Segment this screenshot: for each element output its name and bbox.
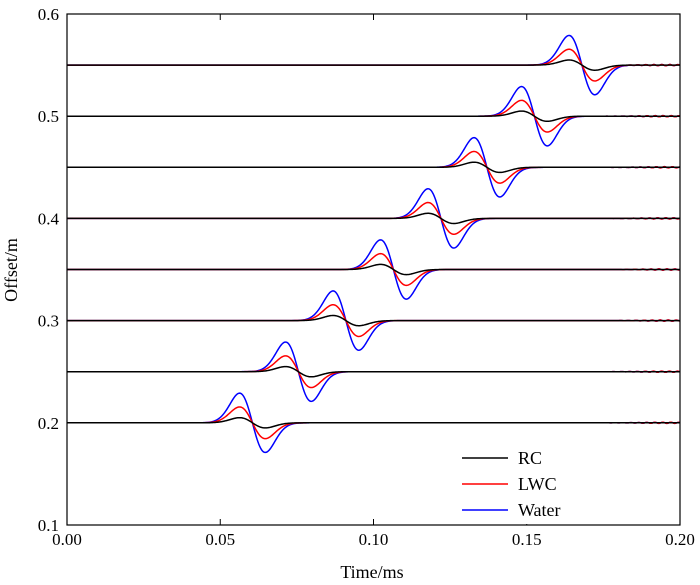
legend: RC LWC Water	[455, 440, 677, 524]
legend-label-water: Water	[518, 500, 561, 520]
y-axis-label: Offset/m	[1, 238, 21, 302]
trace-0.2	[67, 392, 681, 454]
y-tick-label: 0.6	[38, 5, 59, 24]
trace-0.35	[67, 239, 681, 300]
ticks-layer: 0.00 0.05 0.10 0.15 0.20 0.1 0.2 0.3 0.4 0.5 0.6	[38, 5, 695, 549]
x-tick-label: 0.05	[205, 530, 235, 549]
y-tick-label: 0.4	[38, 209, 60, 228]
series-line-rc-0.25	[67, 365, 680, 378]
y-tick-label: 0.5	[38, 107, 59, 126]
x-tick-label: 0.20	[665, 530, 695, 549]
series-line-rc-0.35	[67, 263, 680, 276]
trace-0.55	[67, 34, 681, 96]
legend-box	[455, 440, 677, 524]
trace-0.45	[67, 136, 681, 198]
y-tick-label: 0.1	[38, 516, 59, 535]
x-tick-label: 0.00	[52, 530, 82, 549]
x-axis-label: Time/ms	[340, 562, 403, 582]
series-line-rc-0.5	[67, 110, 680, 123]
trace-0.3	[67, 290, 681, 352]
y-tick-label: 0.2	[38, 414, 59, 433]
x-tick-label: 0.10	[359, 530, 389, 549]
y-tick-label: 0.3	[38, 312, 59, 331]
series-line-rc-0.2	[67, 416, 680, 429]
series-line-rc-0.55	[67, 59, 680, 71]
traces-layer	[67, 34, 681, 454]
trace-0.5	[67, 85, 681, 147]
series-line-rc-0.4	[67, 212, 680, 225]
trace-0.4	[67, 187, 681, 249]
series-line-rc-0.45	[67, 161, 680, 174]
x-tick-label: 0.15	[512, 530, 542, 549]
legend-label-rc: RC	[518, 448, 542, 468]
legend-label-lwc: LWC	[518, 474, 557, 494]
series-line-rc-0.3	[67, 314, 680, 327]
trace-0.25	[67, 341, 681, 403]
